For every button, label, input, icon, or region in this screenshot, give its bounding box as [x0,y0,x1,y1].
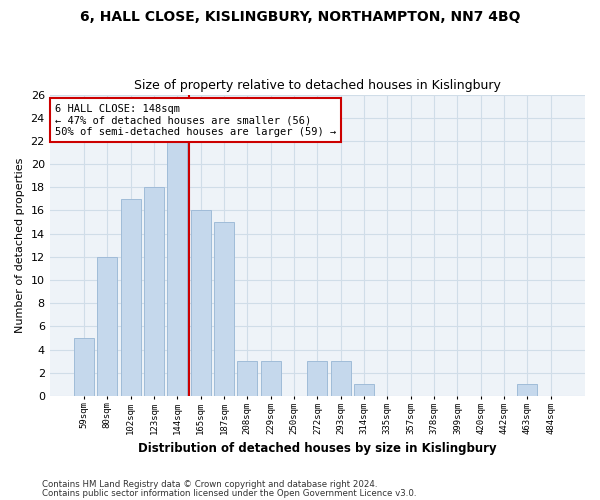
Bar [354,384,374,396]
Text: Contains public sector information licensed under the Open Government Licence v3: Contains public sector information licen… [42,488,416,498]
Text: 6, HALL CLOSE, KISLINGBURY, NORTHAMPTON, NN7 4BQ: 6, HALL CLOSE, KISLINGBURY, NORTHAMPTON,… [80,10,520,24]
Bar [74,338,94,396]
Bar [214,222,234,396]
Bar [144,188,164,396]
Title: Size of property relative to detached houses in Kislingbury: Size of property relative to detached ho… [134,79,501,92]
Bar [121,199,140,396]
Bar [97,257,117,396]
X-axis label: Distribution of detached houses by size in Kislingbury: Distribution of detached houses by size … [138,442,497,455]
Bar [191,210,211,396]
Bar [307,361,327,396]
Bar [167,141,187,396]
Text: 6 HALL CLOSE: 148sqm
← 47% of detached houses are smaller (56)
50% of semi-detac: 6 HALL CLOSE: 148sqm ← 47% of detached h… [55,104,336,137]
Y-axis label: Number of detached properties: Number of detached properties [15,158,25,333]
Bar [517,384,538,396]
Bar [331,361,350,396]
Bar [238,361,257,396]
Bar [261,361,281,396]
Text: Contains HM Land Registry data © Crown copyright and database right 2024.: Contains HM Land Registry data © Crown c… [42,480,377,489]
